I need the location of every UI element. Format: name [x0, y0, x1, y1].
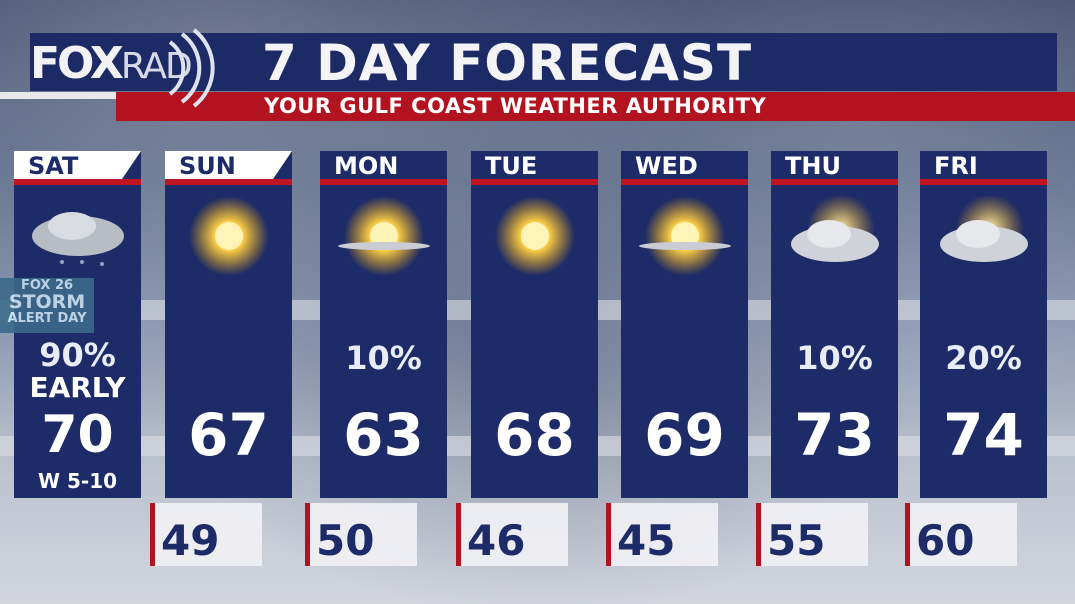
divider — [0, 92, 116, 99]
high-temp: 69 — [644, 401, 725, 469]
day-label: MON — [334, 152, 399, 180]
day-column-mon: MON 10% 63 — [320, 151, 447, 498]
day-label: THU — [785, 152, 841, 180]
page-subtitle: YOUR GULF COAST WEATHER AUTHORITY — [264, 94, 767, 118]
red-accent-line — [771, 179, 898, 185]
precip-chance: 20% — [945, 339, 1022, 377]
day-label: SAT — [14, 151, 141, 181]
low-temp: 45 — [606, 503, 718, 566]
day-column-fri: FRI 20% 74 — [920, 151, 1047, 498]
red-accent-line — [165, 179, 292, 185]
day-column-wed: WED 69 — [621, 151, 748, 498]
radar-waves-icon — [168, 28, 215, 108]
red-accent-line — [471, 179, 598, 185]
low-temp: 50 — [305, 503, 417, 566]
low-temp: 49 — [150, 503, 262, 566]
high-temp: 67 — [188, 401, 269, 469]
precip-note: EARLY — [29, 371, 126, 404]
rain-cloud-icon — [32, 212, 124, 266]
day-label: TUE — [485, 152, 538, 180]
red-accent-line — [14, 179, 141, 185]
high-temp: 70 — [41, 405, 114, 465]
partly-cloudy-icon — [940, 196, 1028, 262]
low-temp: 60 — [905, 503, 1017, 566]
day-column-sat: SAT 90% EARLY 70 W 5-10 — [14, 151, 141, 498]
precip-chance: 90% — [39, 336, 116, 374]
subtitle-bar — [116, 92, 1075, 121]
high-temp: 68 — [494, 401, 575, 469]
low-temp: 46 — [456, 503, 568, 566]
sun-icon — [495, 196, 575, 276]
partly-cloudy-icon — [791, 196, 879, 262]
day-column-thu: THU 10% 73 — [771, 151, 898, 498]
high-temp: 73 — [794, 401, 875, 469]
low-temp: 55 — [756, 503, 868, 566]
sun-icon — [189, 196, 269, 276]
mostly-sunny-icon — [338, 196, 430, 276]
day-column-sun: SUN 67 — [165, 151, 292, 498]
page-title: 7 DAY FORECAST — [262, 34, 753, 92]
mostly-sunny-icon — [639, 196, 731, 276]
day-column-tue: TUE 68 — [471, 151, 598, 498]
red-accent-line — [920, 179, 1047, 185]
red-accent-line — [621, 179, 748, 185]
storm-alert-badge: FOX 26 STORM ALERT DAY — [0, 278, 94, 333]
day-label: WED — [635, 152, 698, 180]
day-label: SUN — [165, 151, 292, 181]
wind: W 5-10 — [37, 469, 118, 493]
precip-chance: 10% — [796, 339, 873, 377]
high-temp: 74 — [943, 401, 1024, 469]
title-bar — [30, 33, 1057, 91]
high-temp: 63 — [343, 401, 424, 469]
day-label: FRI — [934, 152, 978, 180]
red-accent-line — [320, 179, 447, 185]
precip-chance: 10% — [345, 339, 422, 377]
